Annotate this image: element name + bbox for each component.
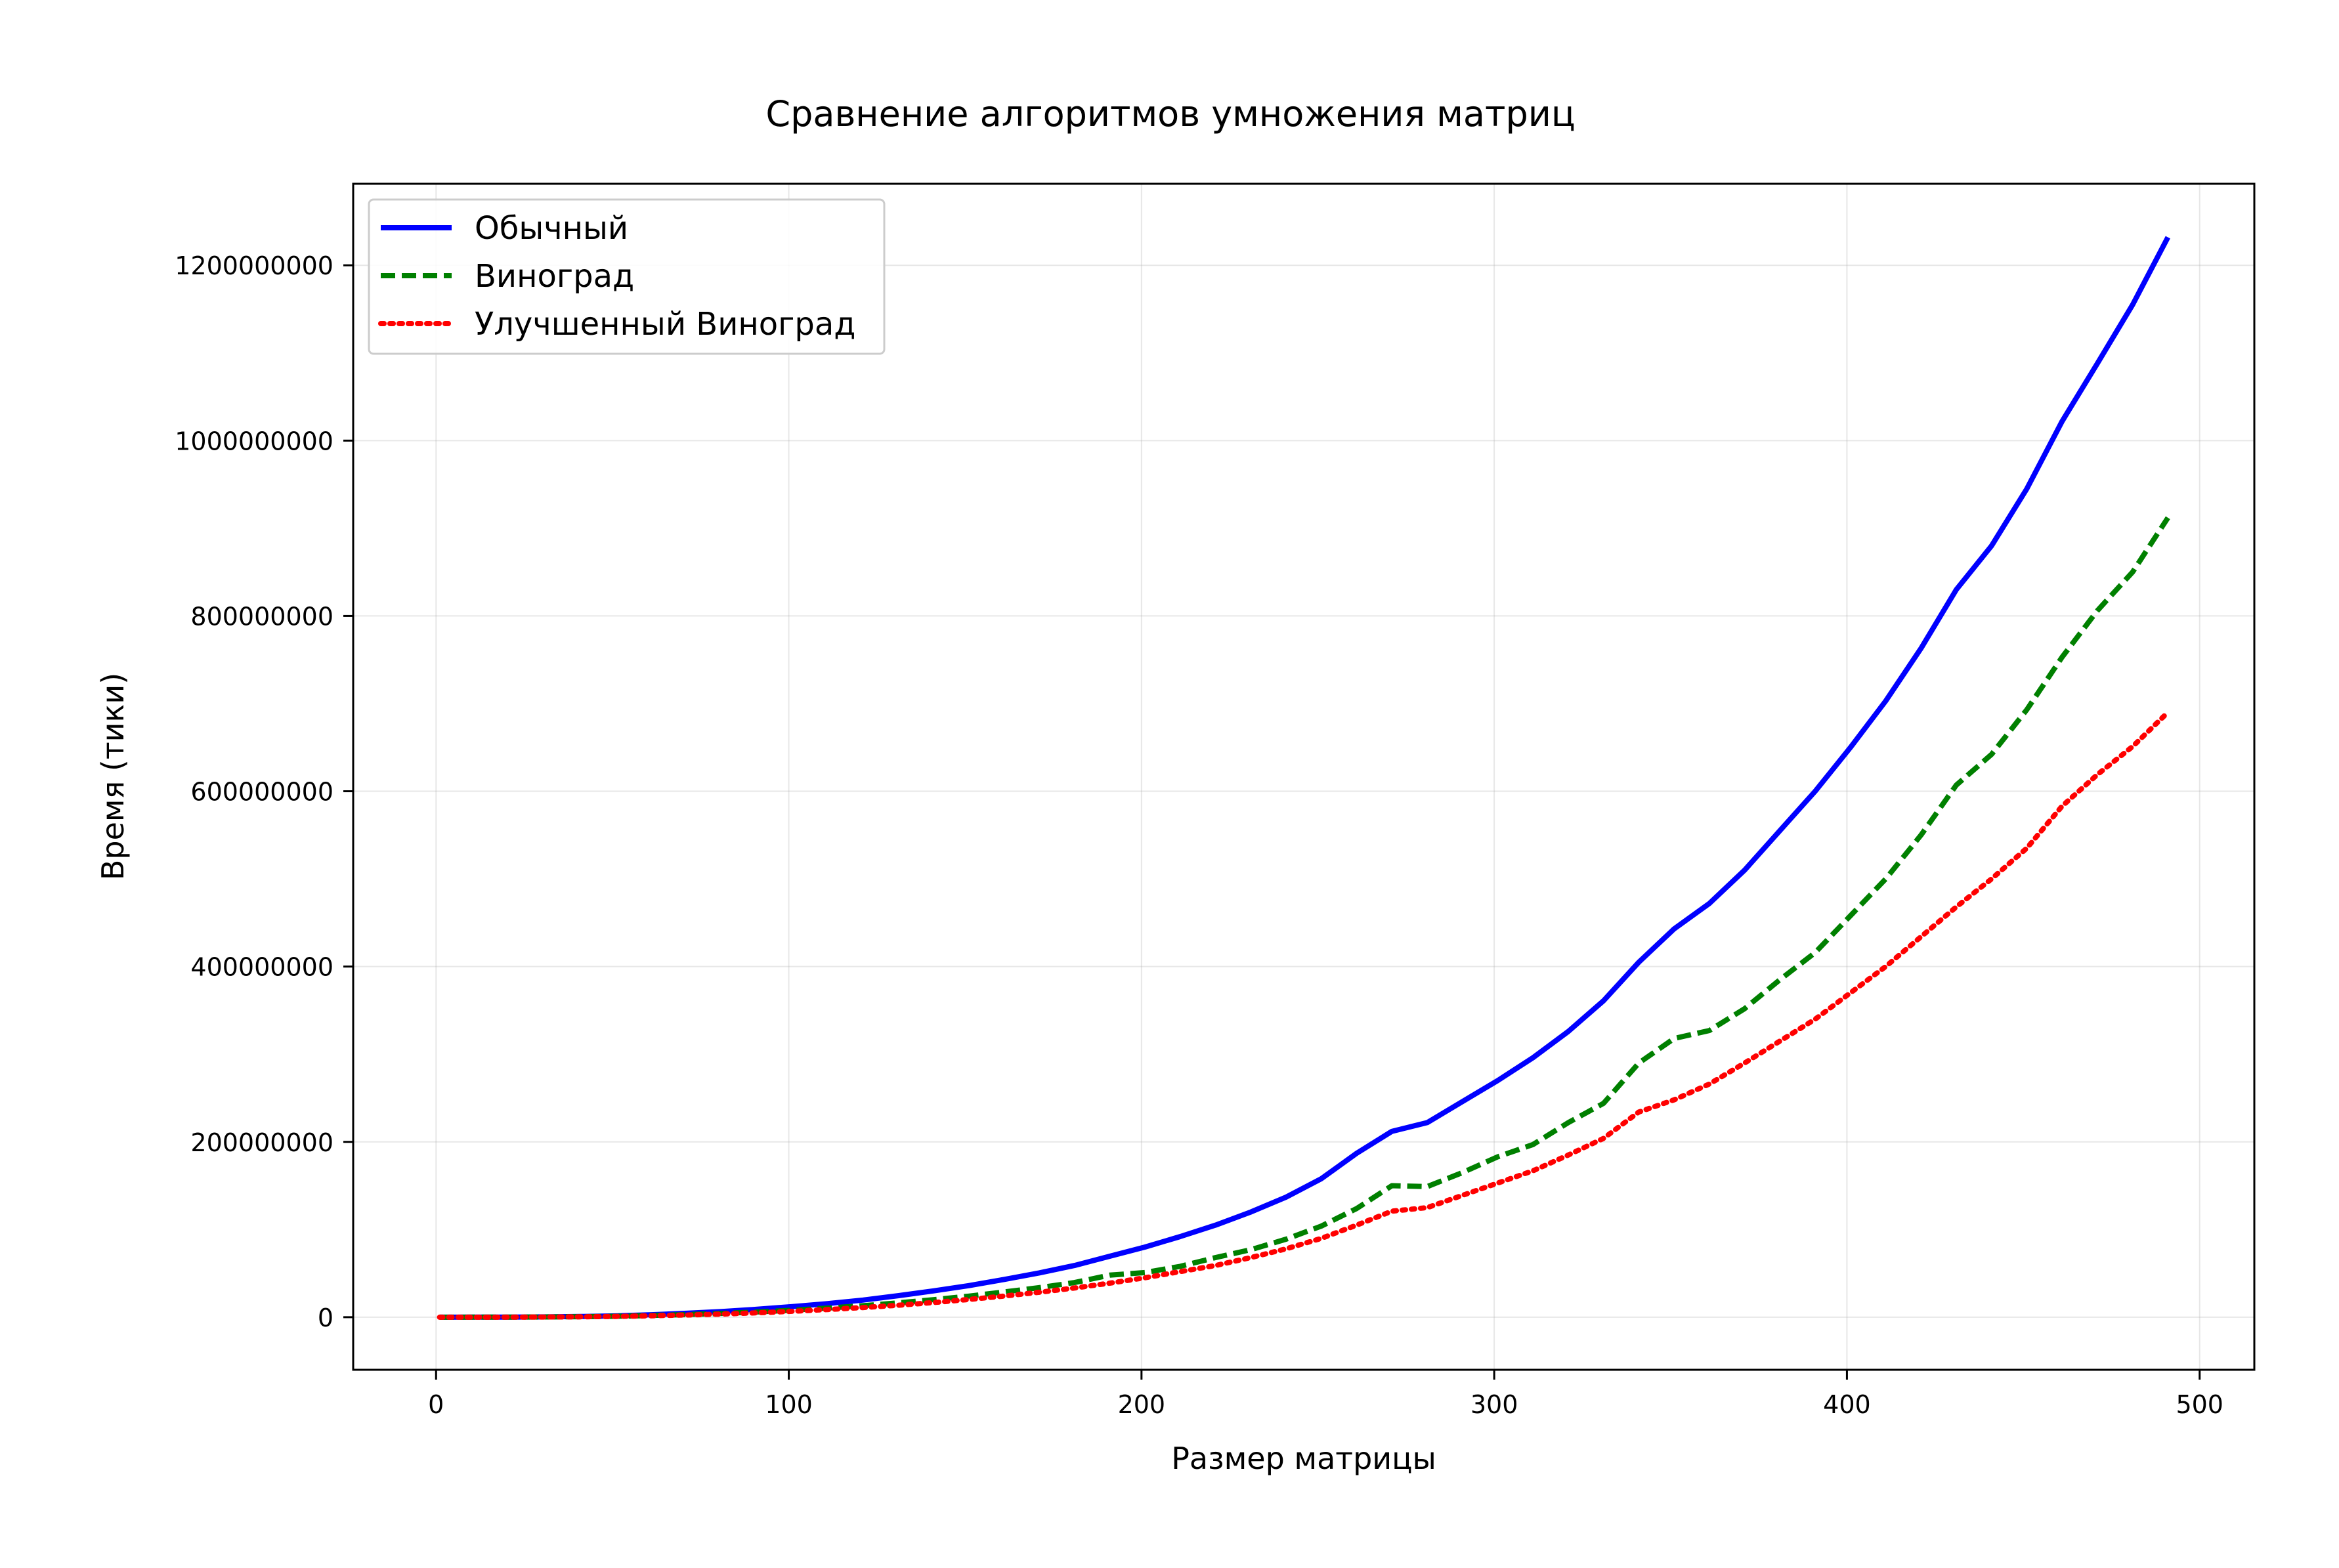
legend-box [368,198,886,355]
x-tick-label: 100 [765,1390,813,1419]
legend-label: Виноград [475,258,634,295]
series-line-0 [439,236,2170,1320]
y-tick-label: 1000000000 [175,427,333,456]
x-tick-label: 200 [1118,1390,1166,1419]
x-tick-label: 400 [1823,1390,1871,1419]
x-axis-label: Размер матрицы [1171,1441,1436,1476]
x-tick-label: 500 [2176,1390,2223,1419]
y-axis-label: Время (тики) [95,673,131,880]
y-tick-label: 0 [318,1303,333,1332]
y-axis-ticks: 0 200000000 400000000 600000000 800000000 100… [175,251,353,1332]
x-axis-ticks: 0 100 200 300 400 500 [428,1370,2223,1419]
chart-title: Сравнение алгоритмов умножения матриц [765,93,1575,135]
series-line-2 [437,710,2171,1320]
x-tick-label: 0 [428,1390,444,1419]
grid [353,184,2254,1370]
legend-label: Улучшенный Виноград [475,306,855,343]
y-tick-label: 1200000000 [175,251,333,280]
y-tick-label: 400000000 [190,953,333,982]
legend-label: Обычный [475,210,628,247]
series-lines [437,236,2171,1320]
y-tick-label: 200000000 [190,1128,333,1157]
x-tick-label: 300 [1470,1390,1518,1419]
series-line-1 [439,516,2170,1320]
legend: Обычный Виноград Улучшенный Виноград [368,198,886,355]
y-tick-label: 600000000 [190,778,333,807]
y-tick-label: 800000000 [190,602,333,631]
plot-area-frame [352,182,2256,1371]
